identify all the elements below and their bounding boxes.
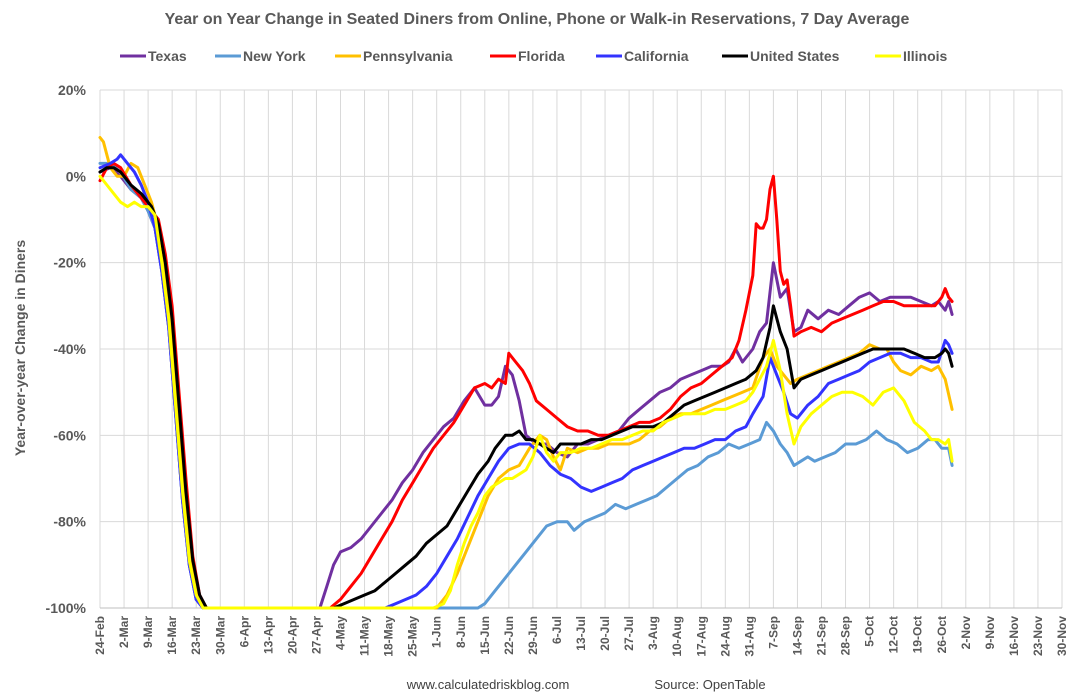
x-tick-label: 11-May [358,616,372,656]
chart-title: Year on Year Change in Seated Diners fro… [165,11,910,28]
y-tick-label: 20% [58,82,87,98]
x-tick-label: 28-Sep [839,616,853,655]
y-tick-label: -80% [53,514,86,530]
x-tick-label: 8-Jun [454,616,468,648]
x-tick-label: 13-Jul [574,616,588,651]
x-tick-label: 7-Sep [766,616,780,649]
y-tick-labels: 20% 0% -20% -40% -60% -80% -100% [46,82,87,616]
legend-label: California [624,48,689,64]
x-tick-label: 30-Nov [1055,616,1069,656]
x-tick-label: 3-Aug [646,616,660,650]
x-tick-label: 17-Aug [694,616,708,657]
x-tick-label: 20-Jul [598,616,612,651]
series-line-new-york [98,161,954,610]
x-tick-label: 9-Mar [141,616,155,648]
x-tick-label: 6-Apr [237,616,251,648]
x-tick-label: 10-Aug [670,616,684,657]
x-tick-label: 15-Jun [478,616,492,655]
x-gridlines [99,90,1063,609]
x-tick-label: 24-Feb [93,616,107,655]
x-tick-label: 16-Mar [165,616,179,655]
x-tick-label: 30-Mar [213,616,227,655]
series-line-florida [98,161,954,610]
y-tick-label: -100% [46,600,87,616]
x-tick-label: 23-Mar [189,616,203,655]
legend-label: Florida [518,48,565,64]
x-tick-label: 18-May [382,616,396,657]
y-tick-label: -40% [53,341,86,357]
x-tick-label: 5-Oct [863,616,877,647]
plot-series [98,136,954,610]
x-tick-label: 16-Nov [1007,616,1021,656]
legend-label: Pennsylvania [363,48,453,64]
footer-website: www.calculatedriskblog.com [406,677,570,692]
legend-label: Texas [148,48,187,64]
x-tick-label: 21-Sep [815,616,829,655]
x-tick-label: 20-Apr [285,616,299,654]
series-line-pennsylvania [98,136,954,610]
x-tick-label: 22-Jun [502,616,516,655]
x-tick-label: 25-May [406,616,420,657]
x-tick-label: 24-Aug [718,616,732,657]
x-tick-label: 31-Aug [742,616,756,657]
x-tick-label: 27-Jul [622,616,636,651]
x-tick-label: 4-May [334,616,348,650]
x-tick-label: 6-Jul [550,616,564,644]
x-tick-labels: 24-Feb 2-Mar 9-Mar 16-Mar 23-Mar 30-Mar 6-Apr 1… [93,616,1069,657]
y-axis-title: Year-over-year Change in Diners [12,240,28,457]
x-tick-label: 13-Apr [261,616,275,654]
x-tick-label: 12-Oct [887,616,901,653]
x-tick-label: 14-Sep [790,616,804,655]
y-tick-label: -60% [53,427,86,443]
y-tick-label: 0% [66,168,87,184]
x-tick-label: 1-Jun [430,616,444,648]
legend-label: New York [243,48,306,64]
x-tick-label: 29-Jun [526,616,540,655]
legend: Texas New York Pennsylvania Florida Californ… [120,48,948,64]
x-tick-label: 2-Mar [117,616,131,648]
series-line-illinois [98,174,954,610]
x-tick-label: 26-Oct [935,616,949,653]
y-tick-label: -20% [53,255,86,271]
footer-source: Source: OpenTable [654,677,765,692]
x-tick-label: 9-Nov [983,616,997,650]
legend-label: United States [750,48,840,64]
x-tick-label: 27-Apr [309,616,323,654]
x-tick-label: 23-Nov [1031,616,1045,656]
series-line-california [98,153,954,610]
x-tick-label: 2-Nov [959,616,973,650]
x-tick-label: 19-Oct [911,616,925,653]
legend-label: Illinois [903,48,948,64]
